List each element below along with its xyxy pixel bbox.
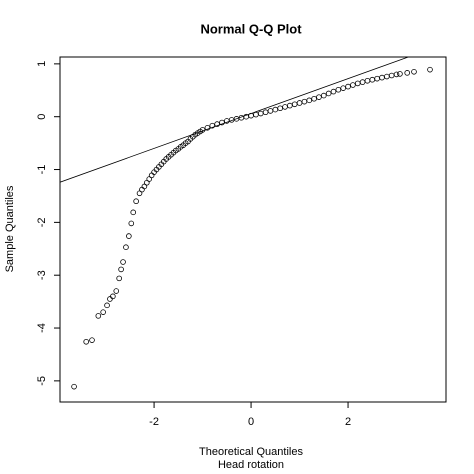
point [345, 83, 351, 90]
point [287, 102, 293, 109]
point [95, 313, 102, 319]
point [330, 88, 337, 95]
point [301, 98, 308, 105]
point [104, 302, 110, 309]
y-axis-label: Sample Quantiles [4, 185, 16, 272]
x-tick-label: 0 [248, 416, 254, 428]
point [253, 111, 259, 118]
point [107, 296, 113, 302]
point [369, 76, 376, 83]
point [120, 259, 126, 265]
point [113, 288, 120, 294]
plot-area [60, 57, 433, 390]
point [316, 94, 322, 100]
point [89, 337, 95, 343]
y-tick-label: -3 [36, 270, 48, 280]
point [350, 82, 356, 88]
chart-title: Normal Q-Q Plot [200, 21, 302, 36]
point [404, 70, 411, 76]
point [354, 80, 361, 87]
point [262, 109, 269, 116]
x-tick-label: 2 [345, 416, 351, 428]
point [359, 79, 366, 85]
subtitle: Head rotation [218, 459, 284, 471]
y-tick-label: 0 [36, 114, 48, 120]
point [133, 198, 139, 205]
x-tick-label: -2 [149, 416, 159, 428]
point [214, 121, 220, 127]
point [411, 68, 417, 75]
point [277, 105, 283, 112]
point [267, 108, 274, 114]
x-axis-label: Theoretical Quantiles [199, 446, 303, 458]
point [388, 72, 395, 79]
point [325, 90, 332, 97]
point [116, 275, 122, 282]
y-tick-label: -4 [36, 323, 48, 333]
point [209, 122, 216, 129]
y-tick-label: -1 [36, 165, 48, 175]
point [311, 95, 317, 102]
point [148, 172, 155, 179]
point [291, 101, 298, 108]
y-tick-label: -5 [36, 376, 48, 386]
point [364, 77, 371, 84]
point [379, 74, 385, 81]
point [393, 71, 400, 78]
point [272, 106, 279, 113]
y-tick-label: -2 [36, 217, 48, 227]
y-tick-label: 1 [36, 61, 48, 67]
point [118, 266, 124, 273]
point [110, 293, 116, 300]
plot-frame [59, 56, 447, 403]
point [123, 244, 129, 250]
point [100, 309, 106, 315]
point [130, 209, 137, 216]
point [71, 383, 77, 390]
point [320, 92, 327, 99]
point [204, 124, 211, 131]
point [335, 86, 342, 93]
point [374, 75, 380, 82]
point [306, 97, 313, 104]
point [427, 66, 433, 73]
point [128, 220, 135, 227]
point [257, 110, 264, 117]
point [296, 100, 303, 106]
point [282, 104, 288, 110]
reference-line [60, 57, 410, 183]
point [384, 73, 390, 80]
point [126, 233, 132, 239]
point [83, 338, 89, 345]
point [397, 71, 403, 77]
point [139, 186, 145, 193]
point [219, 119, 225, 126]
point [340, 85, 346, 91]
